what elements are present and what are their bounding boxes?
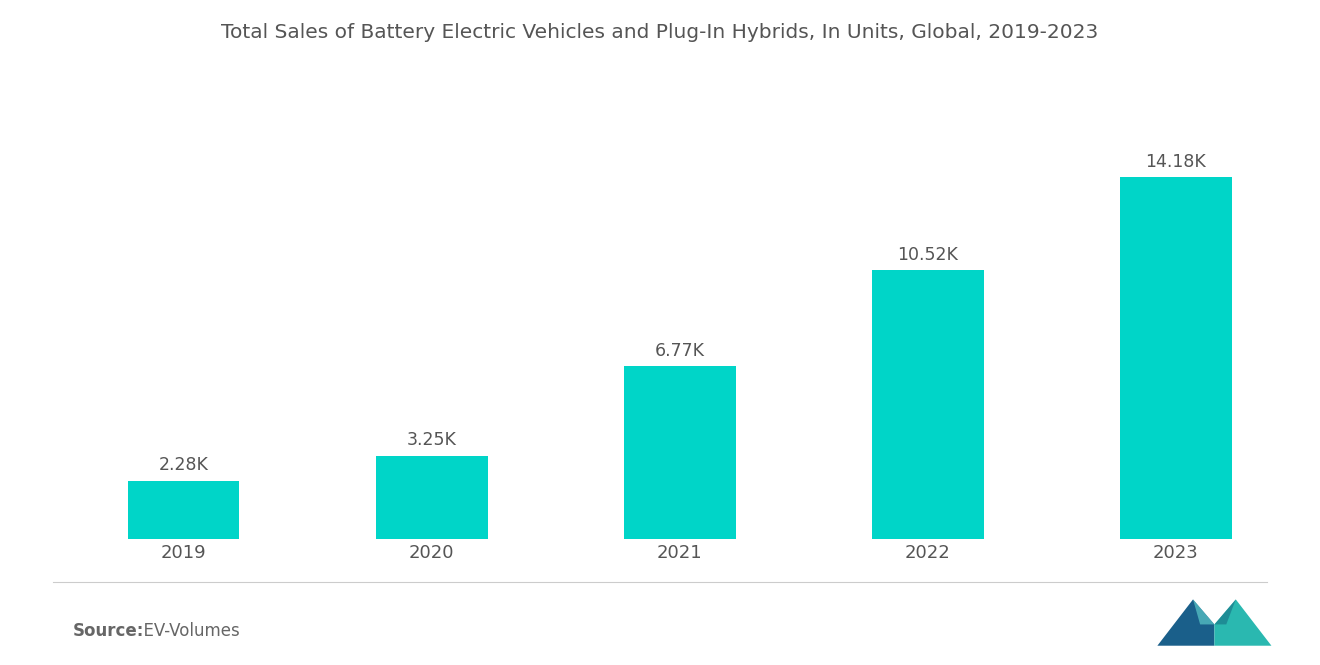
Polygon shape xyxy=(1214,599,1271,646)
Text: 3.25K: 3.25K xyxy=(407,432,457,450)
Text: 6.77K: 6.77K xyxy=(655,342,705,360)
Text: EV-Volumes: EV-Volumes xyxy=(133,622,240,640)
Bar xyxy=(1121,177,1232,539)
Polygon shape xyxy=(1193,599,1214,624)
Text: Source:: Source: xyxy=(73,622,144,640)
Polygon shape xyxy=(1214,599,1236,624)
Bar xyxy=(128,481,239,539)
Text: 14.18K: 14.18K xyxy=(1146,153,1206,171)
Text: 2.28K: 2.28K xyxy=(158,456,209,474)
Bar xyxy=(624,366,735,539)
Bar xyxy=(376,456,487,539)
Text: Total Sales of Battery Electric Vehicles and Plug-In Hybrids, In Units, Global, : Total Sales of Battery Electric Vehicles… xyxy=(222,23,1098,43)
Text: 10.52K: 10.52K xyxy=(898,246,958,264)
Bar xyxy=(873,271,983,539)
Polygon shape xyxy=(1158,599,1214,646)
